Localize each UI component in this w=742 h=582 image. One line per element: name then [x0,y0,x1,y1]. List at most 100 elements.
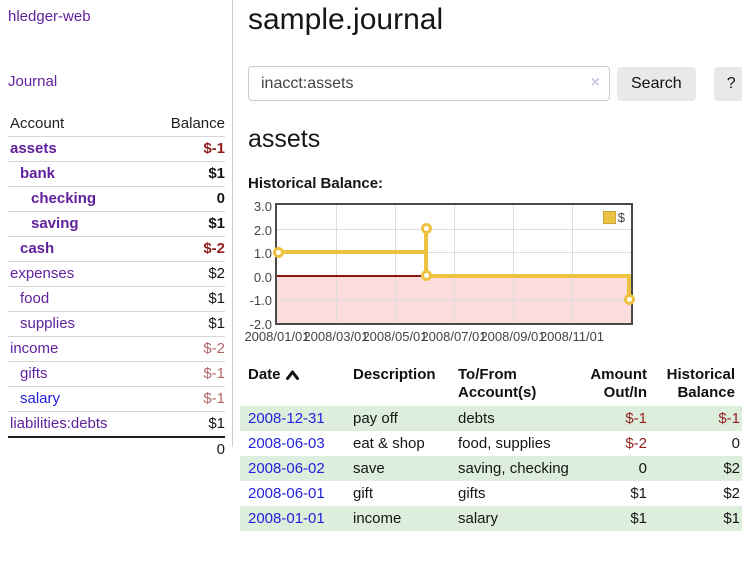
transaction-date-link[interactable]: 2008-06-01 [248,485,325,502]
sort-ascending-icon [285,367,299,385]
accounts-table: Account Balance assets $-1 bank $1 check… [8,112,225,462]
series-line-segment [424,226,428,278]
column-header-description: Description [353,366,436,383]
account-row: liabilities:debts $1 [8,411,225,436]
legend-swatch [602,211,616,224]
account-link-checking[interactable]: checking [31,190,97,207]
page-title: sample.journal [248,3,444,36]
x-tick-label: 2008/09/01 [480,329,546,344]
transaction-balance: $2 [649,456,742,481]
account-balance: $1 [208,215,225,232]
clear-search-icon[interactable]: × [590,74,600,91]
transaction-description: income [345,506,450,531]
account-balance: $2 [208,265,225,282]
account-link-food[interactable]: food [20,290,50,307]
chart-title: Historical Balance: [248,175,384,192]
sidebar-item-journal[interactable]: Journal [8,73,58,90]
transaction-accounts: food, supplies [458,435,551,452]
historical-balance-chart: 3.0 2.0 1.0 0.0 -1.0 -2.0 [244,199,742,345]
account-row: bank $1 [8,161,225,186]
transaction-accounts: salary [450,506,583,531]
column-header-accounts: To/From Account(s) [458,366,537,401]
search-input[interactable] [248,66,610,101]
transaction-date-link[interactable]: 2008-12-31 [248,410,325,427]
account-link-saving[interactable]: saving [31,215,79,232]
column-header-date[interactable]: Date [240,364,345,406]
transaction-amount: $-1 [583,406,649,431]
account-column-header: Account [10,115,65,132]
account-row: expenses $2 [8,261,225,286]
y-tick-label: 2.0 [253,222,272,238]
x-tick-label: 2008/01/01 [244,329,310,344]
series-line-segment [424,273,631,278]
account-link-gifts[interactable]: gifts [20,365,48,382]
data-point-marker [272,246,284,258]
account-balance: $-1 [203,365,225,382]
gridline [513,205,514,323]
account-balance: $1 [208,315,225,332]
series-line-segment [277,250,428,255]
account-link-income[interactable]: income [10,340,59,357]
transaction-amount: $-2 [625,435,647,452]
column-header-amount: Amount Out/In [590,366,647,401]
x-tick-label: 2008/05/01 [362,329,428,344]
account-row: salary $-1 [8,386,225,411]
transaction-description: pay off [345,406,450,431]
account-link-bank[interactable]: bank [20,165,56,182]
y-tick-label: 3.0 [253,199,272,214]
transaction-accounts: debts [450,406,583,431]
register-row: 2008-06-03 eat & shop food, supplies $-2… [240,431,742,456]
column-header-balance: Historical Balance [666,366,735,401]
transaction-description: gift [353,485,374,502]
transaction-amount: $1 [583,506,649,531]
gridline [336,205,337,323]
transaction-date-link[interactable]: 2008-06-02 [248,460,325,477]
data-point-marker [623,293,635,305]
gridline [277,299,631,301]
account-row: supplies $1 [8,311,225,336]
register-row: 2008-06-01 gift gifts $1 $2 [240,481,742,506]
y-tick-label: -1.0 [249,293,272,309]
account-balance: $-1 [203,390,225,407]
help-button[interactable]: ? [713,66,742,101]
account-balance: $-1 [203,140,225,157]
register-row: 2008-12-31 pay off debts $-1 $-1 [240,406,742,431]
sidebar: hledger-web Journal Account Balance asse… [0,0,233,458]
account-link-cash[interactable]: cash [20,240,55,257]
account-link-assets[interactable]: assets [10,140,57,157]
account-row: cash $-2 [8,236,225,261]
account-balance: $1 [208,415,225,432]
gridline [395,205,396,323]
account-row: gifts $-1 [8,361,225,386]
y-tick-label: -2.0 [249,317,272,332]
account-link-expenses[interactable]: expenses [10,265,75,282]
account-link-supplies[interactable]: supplies [20,315,76,332]
transaction-date-link[interactable]: 2008-01-01 [248,510,325,527]
main-content: sample.journal × Search ? assets Histori… [240,0,742,531]
account-link-salary[interactable]: salary [20,390,61,407]
transaction-description: eat & shop [353,435,425,452]
data-point-marker [420,270,432,282]
transaction-balance: 0 [731,435,740,452]
account-link-liabilities-debts[interactable]: liabilities:debts [10,415,108,432]
x-tick-label: 2008/07/01 [421,329,487,344]
transaction-balance: $2 [723,485,740,502]
y-tick-label: 0.0 [253,269,272,285]
register-row: 2008-01-01 income salary $1 $1 [240,506,742,531]
accounts-table-header: Account Balance [8,112,225,136]
x-tick-label: 2008/11/01 [539,329,605,344]
search-button[interactable]: Search [617,66,696,101]
brand-link[interactable]: hledger-web [8,8,91,25]
transaction-accounts: gifts [458,485,486,502]
account-balance: $1 [208,165,225,182]
transaction-balance: $-1 [649,406,742,431]
accounts-total: 0 [8,436,225,462]
transaction-accounts: saving, checking [450,456,583,481]
transaction-date-link[interactable]: 2008-06-03 [248,435,325,452]
y-tick-label: 1.0 [253,246,272,262]
register-header-row: Date Description To/From Account(s) Amou… [240,364,742,406]
account-balance: $-2 [203,240,225,257]
transaction-description: save [345,456,450,481]
gridline [454,205,455,323]
register-row: 2008-06-02 save saving, checking 0 $2 [240,456,742,481]
